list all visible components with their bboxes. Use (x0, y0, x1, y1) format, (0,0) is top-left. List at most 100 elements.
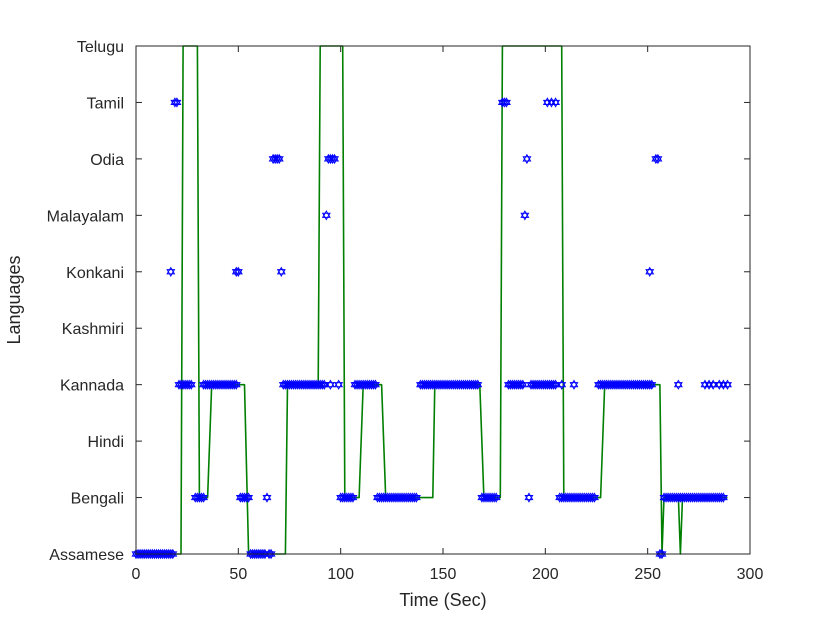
y-tick-label: Bengali (71, 491, 124, 508)
data-point-marker (551, 97, 561, 108)
y-axis-title: Languages (4, 255, 24, 344)
marker-triangle-down (370, 382, 380, 390)
marker-triangle-up (411, 492, 421, 501)
data-point-marker (589, 492, 599, 503)
data-point-marker (231, 379, 241, 390)
data-point-marker (522, 153, 532, 165)
data-point-marker (233, 266, 243, 277)
marker-triangle-down (473, 382, 483, 390)
y-tick-label: Kannada (60, 378, 124, 395)
x-tick-label: 150 (430, 566, 457, 583)
marker-triangle-up (233, 266, 243, 275)
marker-triangle-down (557, 382, 567, 390)
data-point-marker (501, 97, 511, 108)
data-point-marker (673, 379, 683, 390)
marker-triangle-down (321, 212, 331, 221)
marker-triangle-down (569, 382, 579, 390)
data-point-marker (348, 492, 358, 503)
marker-triangle-down (520, 212, 530, 221)
marker-triangle-down (330, 156, 340, 165)
marker-triangle-up (199, 492, 209, 501)
marker-triangle-up (266, 548, 276, 557)
data-point-marker (262, 492, 272, 503)
marker-triangle-down (348, 494, 358, 503)
marker-triangle-down (589, 494, 599, 503)
data-point-marker (199, 492, 209, 503)
marker-triangle-up (319, 379, 329, 388)
x-tick-labels: 0 50 100 150 200 250 300 (132, 566, 764, 583)
marker-triangle-up (645, 266, 655, 275)
marker-triangle-up (231, 379, 241, 388)
marker-triangle-up (673, 379, 683, 388)
marker-triangle-down (718, 494, 728, 503)
x-tick-label: 250 (634, 566, 661, 583)
data-point-marker (319, 379, 329, 390)
plot-background (136, 46, 750, 554)
marker-triangle-up (557, 379, 567, 388)
marker-triangle-down (653, 156, 663, 165)
marker-triangle-up (722, 379, 732, 388)
data-point-marker (491, 492, 501, 503)
marker-triangle-up (325, 379, 335, 388)
marker-triangle-down (274, 156, 284, 165)
marker-triangle-up (551, 379, 561, 388)
marker-triangle-up (334, 379, 344, 388)
marker-triangle-down (522, 156, 532, 165)
data-point-marker (266, 548, 276, 560)
marker-triangle-down (657, 551, 667, 560)
marker-triangle-up (520, 210, 530, 218)
data-point-marker (411, 492, 421, 503)
data-point-marker (172, 97, 182, 108)
marker-triangle-down (266, 551, 276, 560)
marker-triangle-down (491, 494, 501, 503)
marker-triangle-up (657, 548, 667, 557)
marker-triangle-down (166, 269, 176, 277)
marker-triangle-down (551, 382, 561, 390)
marker-triangle-up (244, 492, 254, 501)
marker-triangle-up (348, 492, 358, 501)
data-point-marker (551, 379, 561, 390)
marker-triangle-up (501, 97, 511, 106)
marker-triangle-down (319, 382, 329, 390)
x-axis-title: Time (Sec) (399, 590, 486, 610)
marker-triangle-up (166, 266, 176, 275)
marker-triangle-down (172, 99, 182, 108)
marker-triangle-up (262, 492, 272, 501)
marker-triangle-up (491, 492, 501, 501)
data-point-marker (276, 266, 286, 277)
x-tick-label: 100 (327, 566, 354, 583)
axis-ticks (135, 45, 751, 555)
marker-triangle-down (501, 99, 511, 108)
marker-triangle-down (233, 269, 243, 277)
marker-triangle-up (276, 266, 286, 275)
y-tick-label: Tamil (87, 95, 124, 112)
data-point-marker (473, 379, 483, 390)
data-point-marker (645, 266, 655, 277)
data-point-marker (325, 379, 335, 390)
data-point-marker (334, 379, 344, 390)
y-tick-labels: Assamese Bengali Hindi Kannada Kashmiri Konka… (47, 39, 124, 564)
data-point-marker (708, 379, 718, 390)
marker-triangle-down (524, 494, 534, 503)
y-tick-label: Malayalam (47, 208, 124, 225)
data-point-marker (569, 379, 579, 390)
y-tick-label: Konkani (66, 265, 124, 282)
data-point-marker (244, 492, 254, 503)
marker-triangle-down (168, 551, 178, 560)
x-tick-label: 200 (532, 566, 559, 583)
data-point-marker (330, 153, 340, 165)
marker-triangle-down (186, 382, 196, 390)
marker-triangle-up (718, 492, 728, 501)
marker-triangle-up (321, 210, 331, 218)
data-point-marker (166, 266, 176, 277)
data-point-marker (520, 210, 530, 221)
marker-triangle-down (244, 494, 254, 503)
marker-triangle-up (708, 379, 718, 388)
marker-triangle-down (722, 382, 732, 390)
data-point-marker (370, 379, 380, 390)
marker-triangle-down (411, 494, 421, 503)
y-tick-label: Odia (90, 152, 124, 169)
line-series (136, 45, 728, 555)
marker-triangle-down (518, 382, 528, 390)
data-point-marker (722, 379, 732, 390)
